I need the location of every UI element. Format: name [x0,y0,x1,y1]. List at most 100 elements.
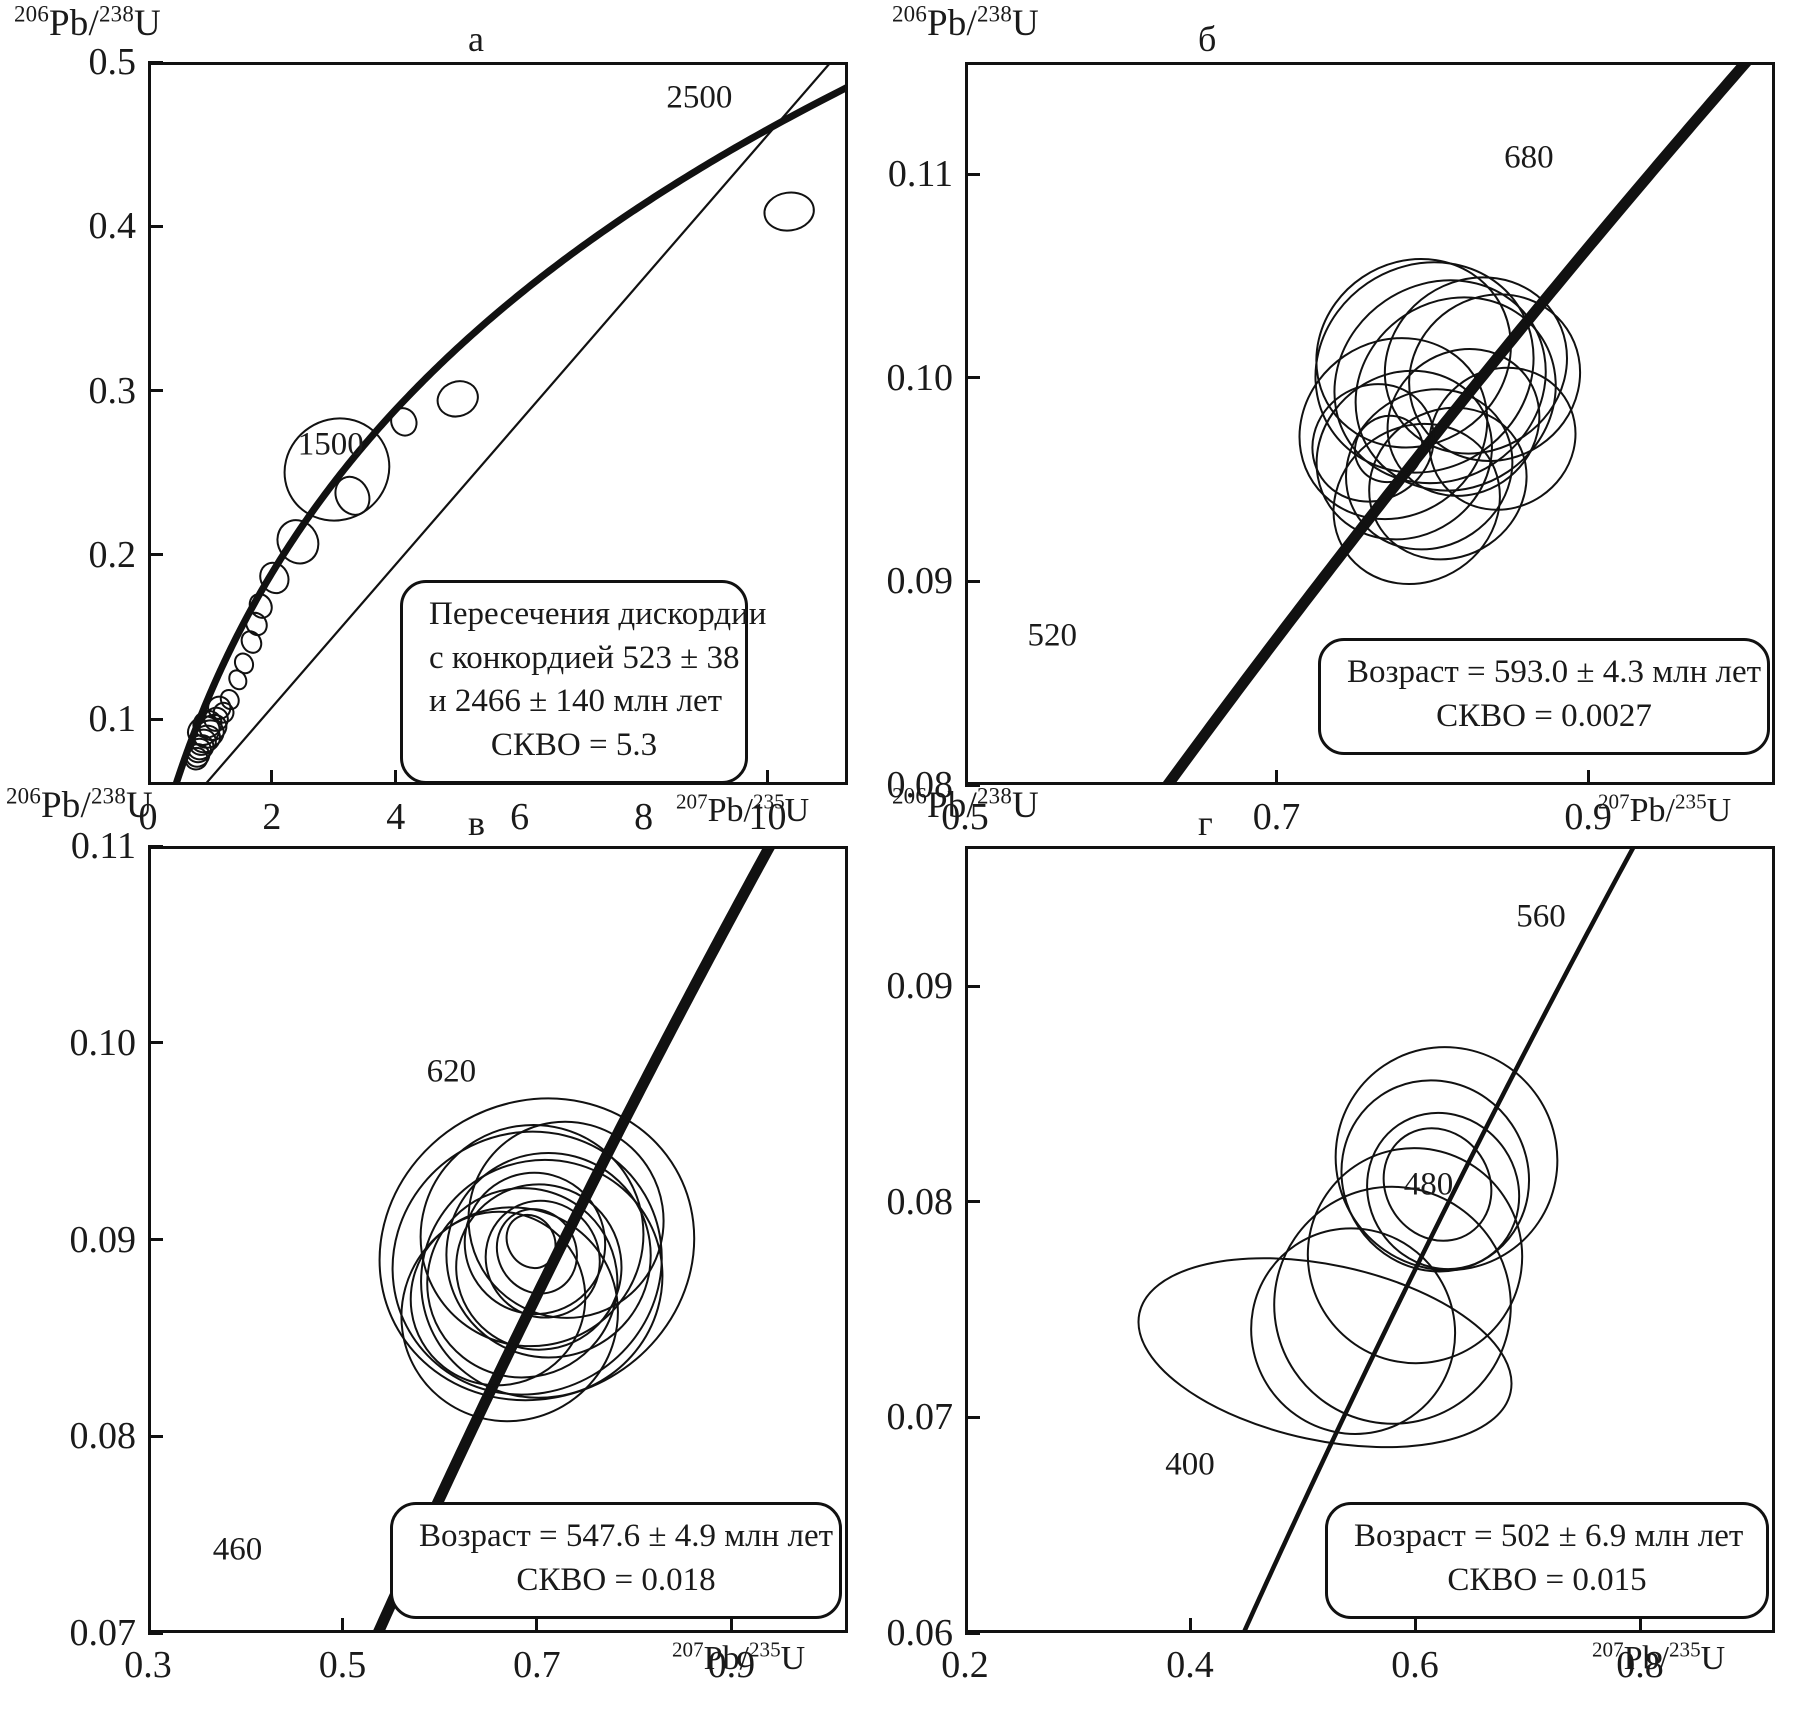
y-u: U [126,785,153,826]
y-sup-238: 238 [90,783,126,809]
x-u: U [1700,1640,1726,1677]
panel-c-letter: в [468,803,485,843]
x-sup-207: 207 [1592,1637,1624,1662]
x-tick [535,1618,539,1633]
concordia-age-label: 1500 [297,426,364,463]
x-pb-slash: Pb/ [1623,1640,1669,1677]
y-tick [965,984,980,988]
x-sup-207: 207 [676,789,708,814]
y-pb-slash: Pb/ [927,3,977,44]
x-tick-label: 0.7 [513,1644,561,1686]
error-ellipse [1306,1147,1524,1365]
y-sup-206: 206 [892,1,928,27]
info-line: с конкордией 523 ± 38 [429,639,740,676]
error-ellipse [1386,348,1541,497]
error-ellipse [1332,422,1501,586]
error-ellipse [184,743,211,768]
x-sup-235: 235 [752,789,785,814]
y-sup-238: 238 [98,1,134,27]
error-ellipse [228,669,248,691]
y-tick [965,1415,980,1419]
error-ellipse [1408,293,1582,462]
y-tick-label: 0.08 [886,1180,954,1223]
y-pb-slash: Pb/ [49,3,99,44]
y-tick-label: 0.06 [886,1612,954,1654]
info-line: СКВО = 0.015 [1447,1561,1647,1598]
y-u: U [1012,3,1039,44]
error-ellipse [207,695,232,720]
y-tick-label: 0.09 [69,1218,137,1261]
x-pb-slash: Pb/ [707,792,753,829]
x-sup-235: 235 [1674,789,1707,814]
x-tick-label: 0.7 [1252,796,1301,838]
panel-a-y-axis-title: 206Pb/238U [14,2,161,45]
error-ellipse [419,1123,645,1348]
error-ellipse [245,611,268,637]
error-ellipse [185,737,212,764]
error-ellipse [1315,257,1512,449]
x-tick-label: 2 [262,796,282,838]
y-tick-label: 0.09 [886,560,954,603]
concordia-curve [1160,62,1754,785]
y-tick [148,844,163,848]
error-ellipse [1311,383,1435,503]
x-tick-label: 0.9 [707,1644,756,1686]
error-ellipse [187,715,221,747]
x-pb-slash: Pb/ [703,1640,749,1677]
error-ellipse [763,191,815,232]
y-tick-label: 0.2 [88,533,137,576]
concordia-age-label: 480 [1403,1166,1454,1203]
x-sup-207: 207 [672,1637,704,1662]
y-tick-label: 0.1 [88,698,137,741]
x-u: U [784,792,810,829]
error-ellipse [409,1210,587,1387]
panel-b-y-axis-title: 206Pb/238U [892,2,1039,45]
y-sup-206: 206 [892,783,928,809]
error-ellipse [233,652,255,675]
x-tick-label: 6 [510,796,530,838]
y-tick-label: 0.09 [886,965,954,1008]
info-line: Возраст = 593.0 ± 4.3 млн лет [1347,654,1762,690]
info-line: Возраст = 547.6 ± 4.9 млн лет [419,1518,834,1554]
panel-d-info-box: Возраст = 502 ± 6.9 млн лет СКВО = 0.015 [1325,1502,1769,1620]
panel-d: 206Pb/238U г 207Pb/235U 0.06 0.07 0.08 0.09… [880,760,1816,1711]
panel-a-graphics [172,62,848,785]
y-u: U [1012,785,1039,826]
y-tick [965,172,980,176]
error-ellipse [445,1151,652,1359]
x-tick [1413,1618,1417,1633]
concordia-age-label: 2500 [666,79,733,116]
y-tick-label: 0.08 [886,764,954,806]
panel-a: 206Pb/238U a 207Pb/235U 0.1 0.2 0.3 0.4 0.5 0… [0,0,880,860]
panel-c-info-box: Возраст = 547.6 ± 4.9 млн лет СКВО = 0.01… [390,1502,842,1620]
x-sup-207: 207 [1598,789,1630,814]
error-ellipse [467,1120,665,1319]
y-sup-206: 206 [14,1,50,27]
x-tick [394,770,398,785]
x-tick-label: 0.2 [941,1644,989,1686]
panel-c: 206Pb/238U в 207Pb/235U 0.07 0.08 0.09 0.10… [0,760,880,1711]
concordia-age-label: 520 [1027,617,1077,654]
x-tick [765,770,769,785]
panel-b-letter: б [1198,19,1217,59]
y-tick-label: 0.10 [69,1021,137,1064]
info-line: СКВО = 0.0027 [1436,697,1652,734]
y-tick [148,1434,163,1438]
y-tick-label: 0.10 [886,356,954,399]
x-tick-label: 0.9 [1564,796,1612,838]
x-tick [1275,770,1279,785]
error-ellipse [240,630,263,654]
info-line: Возраст = 502 ± 6.9 млн лет [1354,1518,1744,1554]
concordia-age-label: 400 [1165,1446,1215,1483]
error-ellipse [391,1130,663,1396]
y-tick [148,1041,163,1045]
panel-b-info-box: Возраст = 593.0 ± 4.3 млн лет СКВО = 0.00… [1318,638,1770,756]
y-tick-label: 0.07 [886,1396,954,1439]
error-ellipse [276,519,320,565]
y-tick-label: 0.11 [70,825,136,867]
error-ellipse [1250,1227,1457,1435]
x-tick-label: 8 [634,796,654,838]
error-ellipse [1137,1257,1513,1449]
x-tick-label: 4 [386,796,406,838]
y-tick [148,1631,163,1635]
